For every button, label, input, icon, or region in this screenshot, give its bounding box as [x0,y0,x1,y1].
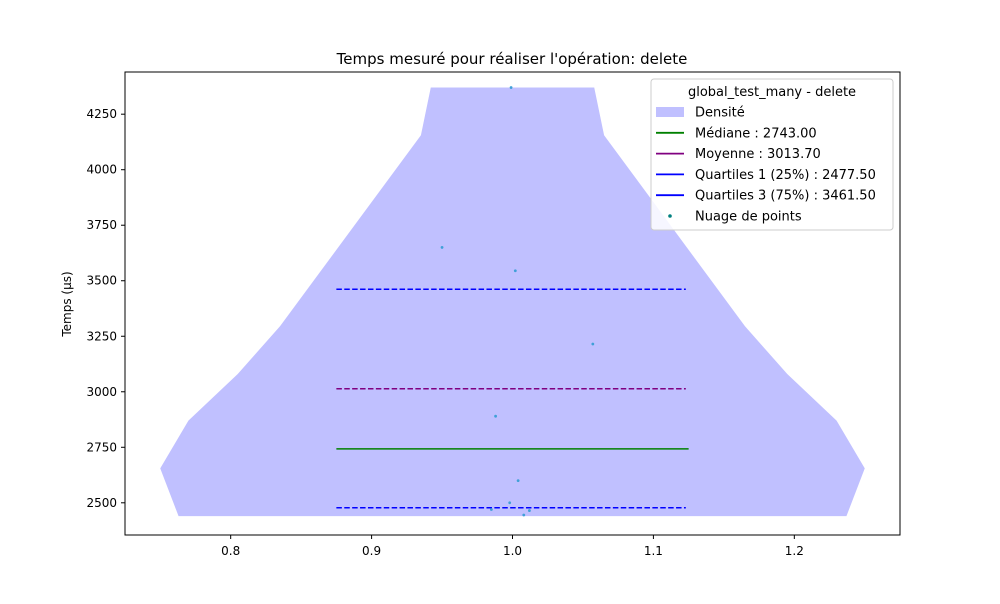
x-tick-label: 1.1 [644,544,663,558]
y-tick-label: 2500 [86,496,117,510]
x-tick-label: 0.9 [362,544,381,558]
legend-label: Médiane : 2743.00 [695,126,817,141]
legend: global_test_many - delete Densité Médiane… [650,78,894,231]
axes: 0.8 0.9 1.0 1.1 1.2 2500 2750 3000 3250 3500 3750 4… [86,107,803,558]
x-tick-label: 1.0 [503,544,522,558]
plot-area [160,86,865,517]
scatter-point [440,246,444,249]
scatter-point [509,86,513,89]
scatter-point [516,479,520,482]
scatter-point [513,269,517,273]
y-tick-label: 3000 [86,385,117,399]
scatter-point [522,513,526,517]
legend-title: global_test_many - delete [688,85,856,100]
plot-frame [124,71,901,536]
legend-label: Nuage de points [695,210,802,225]
y-tick-label: 4250 [86,107,117,121]
y-tick-label: 4000 [86,163,117,177]
legend-box [650,78,894,231]
scatter-point [494,414,497,418]
x-tick-label: 0.8 [221,544,240,558]
y-tick-label: 3750 [86,218,117,232]
chart-title: Temps mesuré pour réaliser l'opération: … [336,50,688,68]
y-tick-label: 3500 [86,274,117,288]
y-tick-label: 3250 [86,329,117,343]
scatter-point [591,342,595,346]
scatter-point [508,501,512,505]
legend-label: Quartiles 1 (25%) : 2477.50 [695,168,876,183]
scatter-point [528,509,531,512]
scatter-point [489,508,493,511]
legend-point-swatch [668,214,672,218]
legend-entries: Densité Médiane : 2743.00 Moyenne : 3013.7… [656,106,876,225]
legend-label: Densité [695,106,745,121]
density-violin [160,87,865,517]
legend-label: Moyenne : 3013.70 [695,147,821,162]
y-tick-label: 2750 [86,440,117,454]
legend-density-swatch [656,107,684,117]
x-tick-label: 1.2 [785,544,804,558]
legend-label: Quartiles 3 (75%) : 3461.50 [695,189,876,204]
y-axis-label: Temps (µs) [60,271,74,337]
